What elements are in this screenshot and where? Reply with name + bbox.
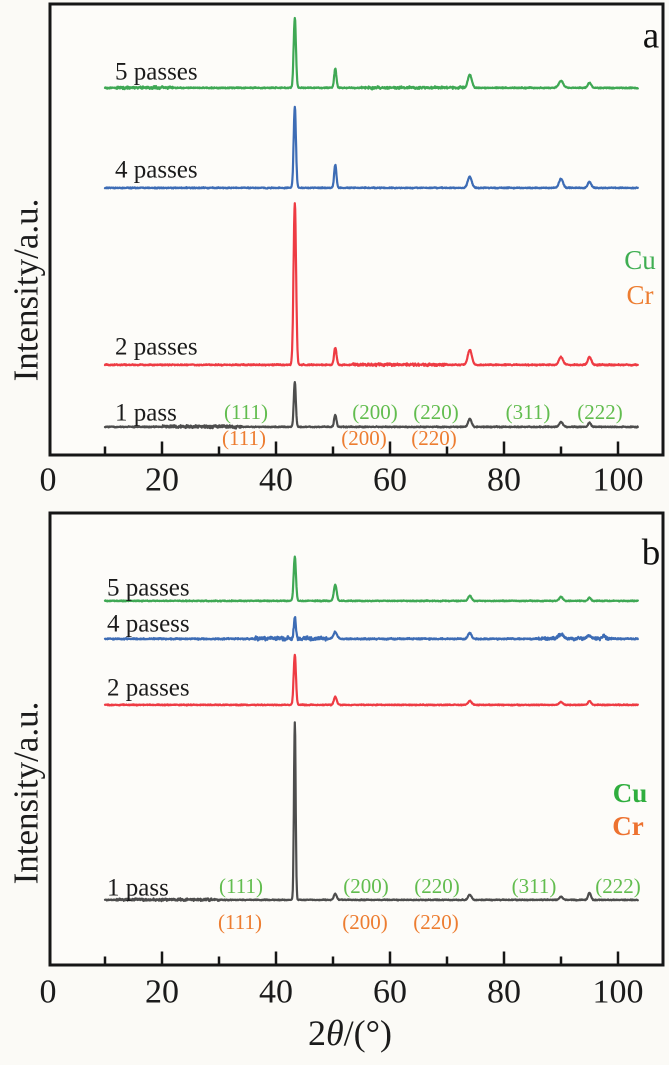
panel-a-curve-5-passes bbox=[103, 16, 639, 91]
panel-a-peak-label-2: (220) bbox=[413, 400, 459, 424]
panel-a-peak-label-0: (111) bbox=[224, 400, 268, 424]
panel-a-legend-Cu: Cu bbox=[624, 245, 656, 275]
panel-a-x-tick-label-60: 60 bbox=[373, 462, 407, 499]
panel-b-peak-label-2: (220) bbox=[414, 874, 460, 898]
panel-a-x-tick-label-0: 0 bbox=[40, 462, 57, 499]
panel-b-peak-label-4: (222) bbox=[595, 874, 641, 898]
panel-a: 0 20 40 60 80 100 5 passes 4 passes 2 passes 1 pa… bbox=[7, 2, 665, 499]
panel-b-peak-label-7: (220) bbox=[413, 910, 459, 934]
panel-a-curve-4-passes bbox=[103, 105, 639, 190]
panel-b-series-label-5-passes: 5 passes bbox=[107, 575, 190, 602]
panel-a-peak-label-7: (220) bbox=[411, 426, 457, 450]
x-axis-label: 2θ/(°) bbox=[308, 1013, 392, 1053]
x-axis-label-2: 2 bbox=[308, 1013, 326, 1053]
panel-b-frame bbox=[48, 511, 665, 967]
panel-a-curve-1-pass bbox=[103, 381, 639, 430]
panel-a-curve-2-passes bbox=[103, 202, 639, 368]
panel-b-background bbox=[50, 513, 663, 965]
panel-b-x-tick-label-0: 0 bbox=[40, 974, 57, 1011]
panel-a-corner-label: a bbox=[643, 16, 659, 57]
panel-a-peak-label-3: (311) bbox=[506, 400, 551, 424]
panel-a-peak-label-5: (111) bbox=[222, 426, 266, 450]
panel-b-curve-4-pasess bbox=[103, 615, 639, 642]
panel-a-series-label-4-passes: 4 passes bbox=[115, 157, 198, 184]
x-axis-label-theta: θ bbox=[326, 1013, 344, 1053]
panel-a-x-tick-label-80: 80 bbox=[487, 462, 521, 499]
panel-a-x-tick-label-40: 40 bbox=[259, 462, 293, 499]
panel-b-curve-2-passes bbox=[103, 653, 639, 707]
panel-b-curve-5-passes bbox=[103, 555, 639, 603]
panel-b-x-tick-label-20: 20 bbox=[145, 974, 179, 1011]
panel-b-x-tick-label-60: 60 bbox=[373, 974, 407, 1011]
panel-a-y-axis-label: Intensity/a.u. bbox=[7, 199, 46, 382]
panel-b-peak-label-0: (111) bbox=[219, 874, 263, 898]
panel-b-peak-label-1: (200) bbox=[343, 874, 389, 898]
panel-b-x-tick-label-40: 40 bbox=[259, 974, 293, 1011]
panel-b-legend-Cu: Cu bbox=[613, 778, 648, 808]
panel-b-x-tick-label-100: 100 bbox=[593, 974, 644, 1011]
panel-a-background bbox=[50, 4, 663, 455]
panel-b-peak-label-3: (311) bbox=[512, 874, 557, 898]
panel-a-x-tick-label-100: 100 bbox=[593, 462, 644, 499]
panel-a-peak-label-4: (222) bbox=[577, 400, 623, 424]
panel-a-peak-label-6: (200) bbox=[341, 426, 387, 450]
panel-b-series-label-4-pasess: 4 pasess bbox=[107, 611, 190, 638]
x-axis-label-unit: /(°) bbox=[344, 1013, 392, 1053]
panel-b-legend-Cr: Cr bbox=[612, 811, 643, 841]
panel-b-series-label-2-passes: 2 passes bbox=[107, 675, 190, 702]
panel-a-series-label-1-pass: 1 pass bbox=[115, 400, 177, 427]
panel-a-peak-label-1: (200) bbox=[352, 400, 398, 424]
panel-a-series-label-2-passes: 2 passes bbox=[115, 334, 198, 361]
panel-b-peak-label-5: (111) bbox=[218, 910, 262, 934]
panel-b-peak-label-6: (200) bbox=[342, 910, 388, 934]
panel-b-corner-label: b bbox=[642, 533, 661, 574]
panel-a-x-tick-label-20: 20 bbox=[145, 462, 179, 499]
panel-b: 0 20 40 60 80 100 5 passes 4 pasess 2 passes 1 pa… bbox=[7, 511, 665, 1011]
panel-a-series-label-5-passes: 5 passes bbox=[115, 59, 198, 86]
panel-b-x-tick-label-80: 80 bbox=[487, 974, 521, 1011]
panel-b-series-label-1-pass: 1 pass bbox=[107, 875, 169, 902]
panel-a-legend-Cr: Cr bbox=[627, 280, 654, 310]
panel-b-y-axis-label: Intensity/a.u. bbox=[7, 702, 46, 885]
panel-b-curve-1-pass bbox=[103, 721, 639, 903]
panel-a-frame bbox=[48, 2, 665, 457]
